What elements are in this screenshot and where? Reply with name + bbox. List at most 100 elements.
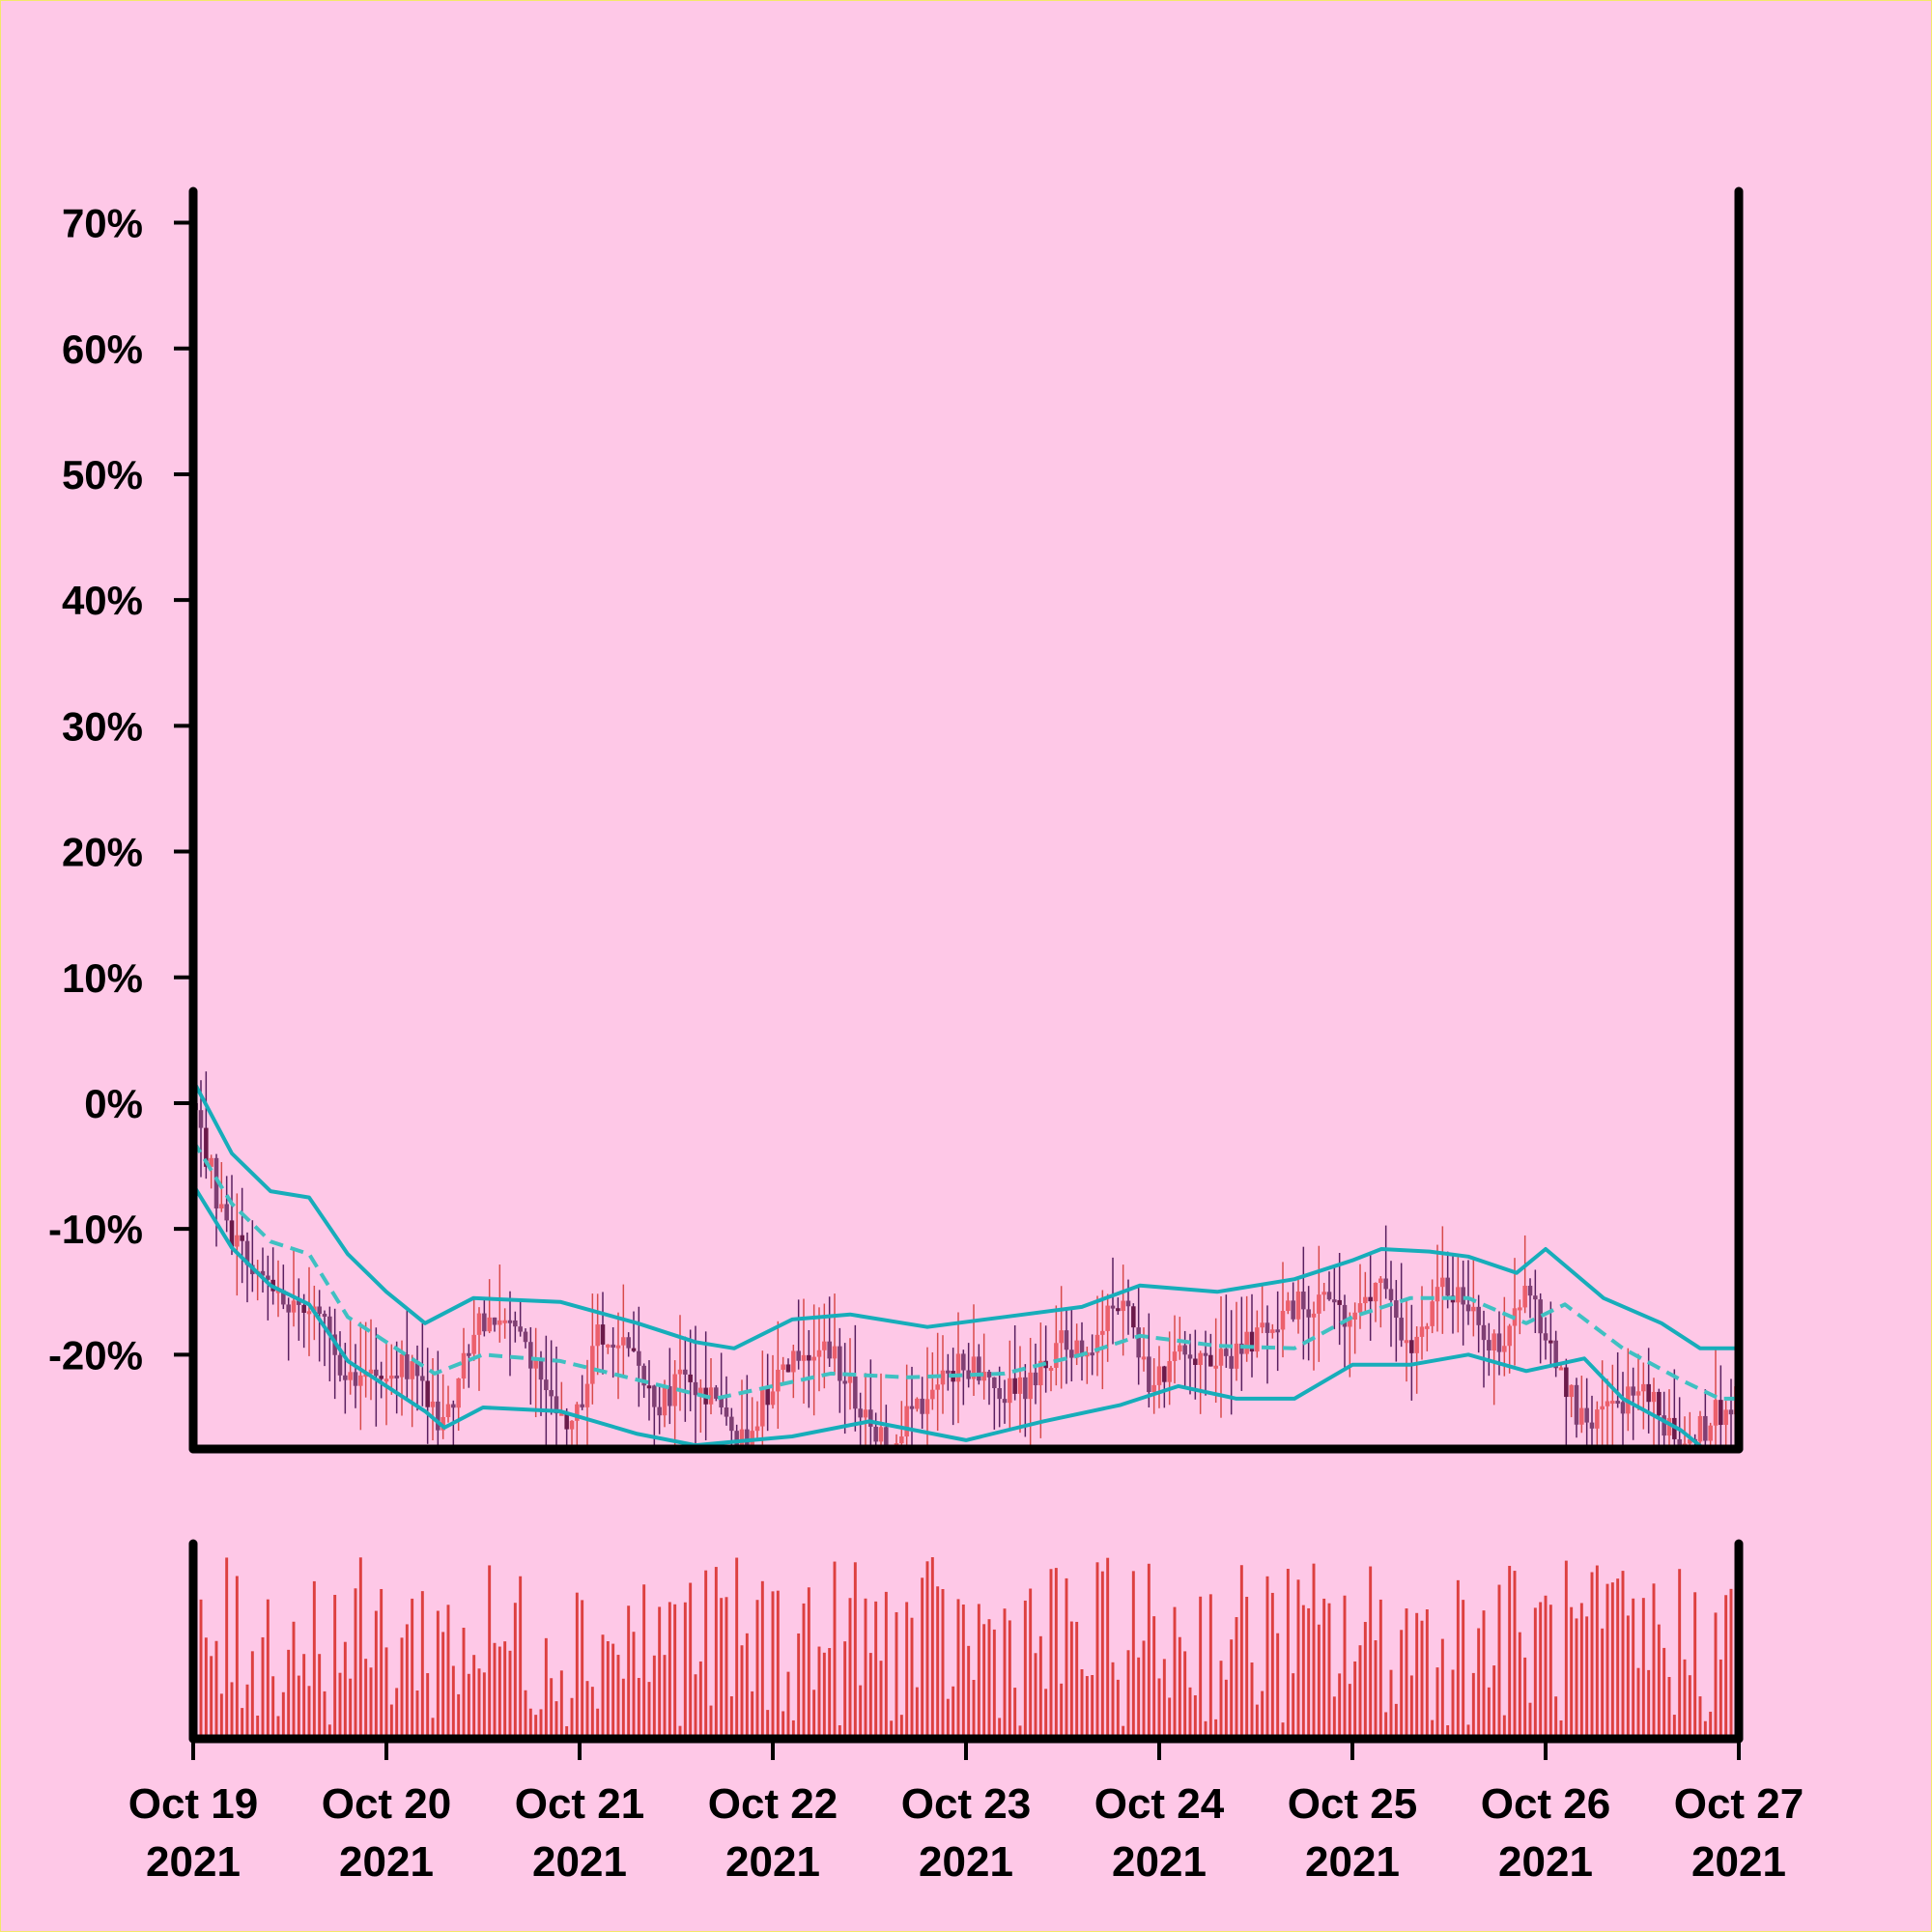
candle-body (1600, 1406, 1605, 1410)
volume-bar (250, 1651, 254, 1736)
volume-bar (621, 1678, 625, 1736)
volume-bar (1178, 1636, 1181, 1736)
candle-body (1425, 1325, 1430, 1329)
candle-body (229, 1220, 235, 1247)
volume-bar (1497, 1584, 1501, 1736)
y-tick-label: 50% (62, 452, 143, 497)
volume-bar (1482, 1610, 1486, 1736)
candle-body (266, 1275, 270, 1280)
volume-bar (1384, 1712, 1388, 1736)
volume-bar (1693, 1592, 1697, 1736)
candle-body (275, 1290, 281, 1293)
volume-bar (1605, 1583, 1609, 1736)
candle-body (1579, 1407, 1584, 1425)
volume-bar (1116, 1679, 1120, 1736)
candle-body (935, 1384, 940, 1390)
candle-body (306, 1311, 312, 1315)
volume-bar (519, 1576, 523, 1736)
volume-bar (817, 1646, 821, 1736)
candle-body (1708, 1425, 1713, 1441)
volume-bar (1688, 1675, 1691, 1736)
volume-bar (1327, 1603, 1331, 1736)
volume-bar (539, 1709, 543, 1736)
volume-bar (1173, 1606, 1177, 1736)
volume-bar (467, 1673, 470, 1736)
volume-bar (961, 1604, 965, 1736)
volume-bar (925, 1561, 929, 1736)
candle-body (796, 1350, 801, 1361)
candle-body (1357, 1303, 1363, 1313)
volume-bar (544, 1637, 548, 1736)
volume-bar (1091, 1675, 1094, 1736)
volume-bar (1188, 1687, 1192, 1736)
candle-body (399, 1353, 405, 1378)
candle-body (1558, 1367, 1564, 1371)
candle-body (1033, 1372, 1038, 1386)
x-tick-label-year: 2021 (1498, 1838, 1593, 1886)
volume-bar (297, 1675, 300, 1736)
candle-body (776, 1369, 781, 1392)
candle-body (986, 1372, 992, 1378)
candle-body (1465, 1304, 1471, 1312)
candle-body (1388, 1289, 1394, 1301)
volume-bar (1261, 1690, 1264, 1736)
candle-body (637, 1350, 641, 1366)
volume-bar (493, 1642, 497, 1736)
candle-body (1363, 1296, 1368, 1304)
volume-bar (698, 1661, 702, 1736)
volume-bar (1208, 1594, 1212, 1736)
candle-body (492, 1317, 497, 1325)
candle-body (374, 1369, 379, 1377)
volume-bar (426, 1673, 430, 1736)
candle-body (430, 1401, 436, 1407)
volume-bar (1126, 1650, 1130, 1736)
volume-bar (389, 1704, 393, 1736)
candle-body (538, 1358, 544, 1380)
volume-bar (1456, 1579, 1460, 1736)
volume-bar (601, 1634, 605, 1736)
candle-body (564, 1412, 569, 1430)
candle-body (832, 1346, 838, 1359)
candle-body (842, 1380, 847, 1384)
volume-bar (1451, 1669, 1455, 1736)
candle-body (1260, 1322, 1264, 1328)
candle-body (1728, 1409, 1734, 1415)
volume-bar (1199, 1596, 1203, 1736)
candle-body (549, 1390, 554, 1397)
candle-body (1337, 1299, 1342, 1305)
candle-body (1048, 1368, 1054, 1372)
volume-bar (323, 1690, 327, 1736)
candle-body (533, 1358, 538, 1369)
candle-body (1017, 1377, 1023, 1394)
volume-bar (946, 1698, 950, 1736)
volume-bar (1724, 1595, 1728, 1736)
volume-bar (1075, 1621, 1079, 1736)
volume-bar (565, 1725, 569, 1736)
candle-body (807, 1354, 811, 1361)
volume-bar (766, 1710, 770, 1736)
y-tick-label: 20% (62, 830, 143, 875)
volume-bar (1152, 1616, 1156, 1736)
volume-bar (658, 1606, 662, 1736)
volume-bar (219, 1693, 223, 1736)
volume-bar (354, 1588, 357, 1736)
volume-bar (709, 1705, 713, 1736)
volume-bar (1095, 1562, 1099, 1736)
candle-body (554, 1396, 559, 1414)
candle-body (1249, 1331, 1255, 1352)
volume-bar (349, 1678, 353, 1736)
volume-bar (1570, 1606, 1574, 1736)
volume-bar (1636, 1667, 1640, 1736)
candle-body (1090, 1352, 1094, 1356)
volume-bar (1579, 1603, 1583, 1736)
candle-body (1012, 1378, 1017, 1394)
candle-body (977, 1356, 981, 1381)
candle-body (1615, 1401, 1620, 1405)
volume-bar (513, 1603, 517, 1736)
volume-bar (1131, 1571, 1135, 1736)
volume-bar (627, 1605, 631, 1736)
candle-body (497, 1320, 502, 1325)
volume-bar (1601, 1628, 1605, 1736)
candle-body (853, 1376, 858, 1409)
volume-bar (895, 1611, 898, 1736)
